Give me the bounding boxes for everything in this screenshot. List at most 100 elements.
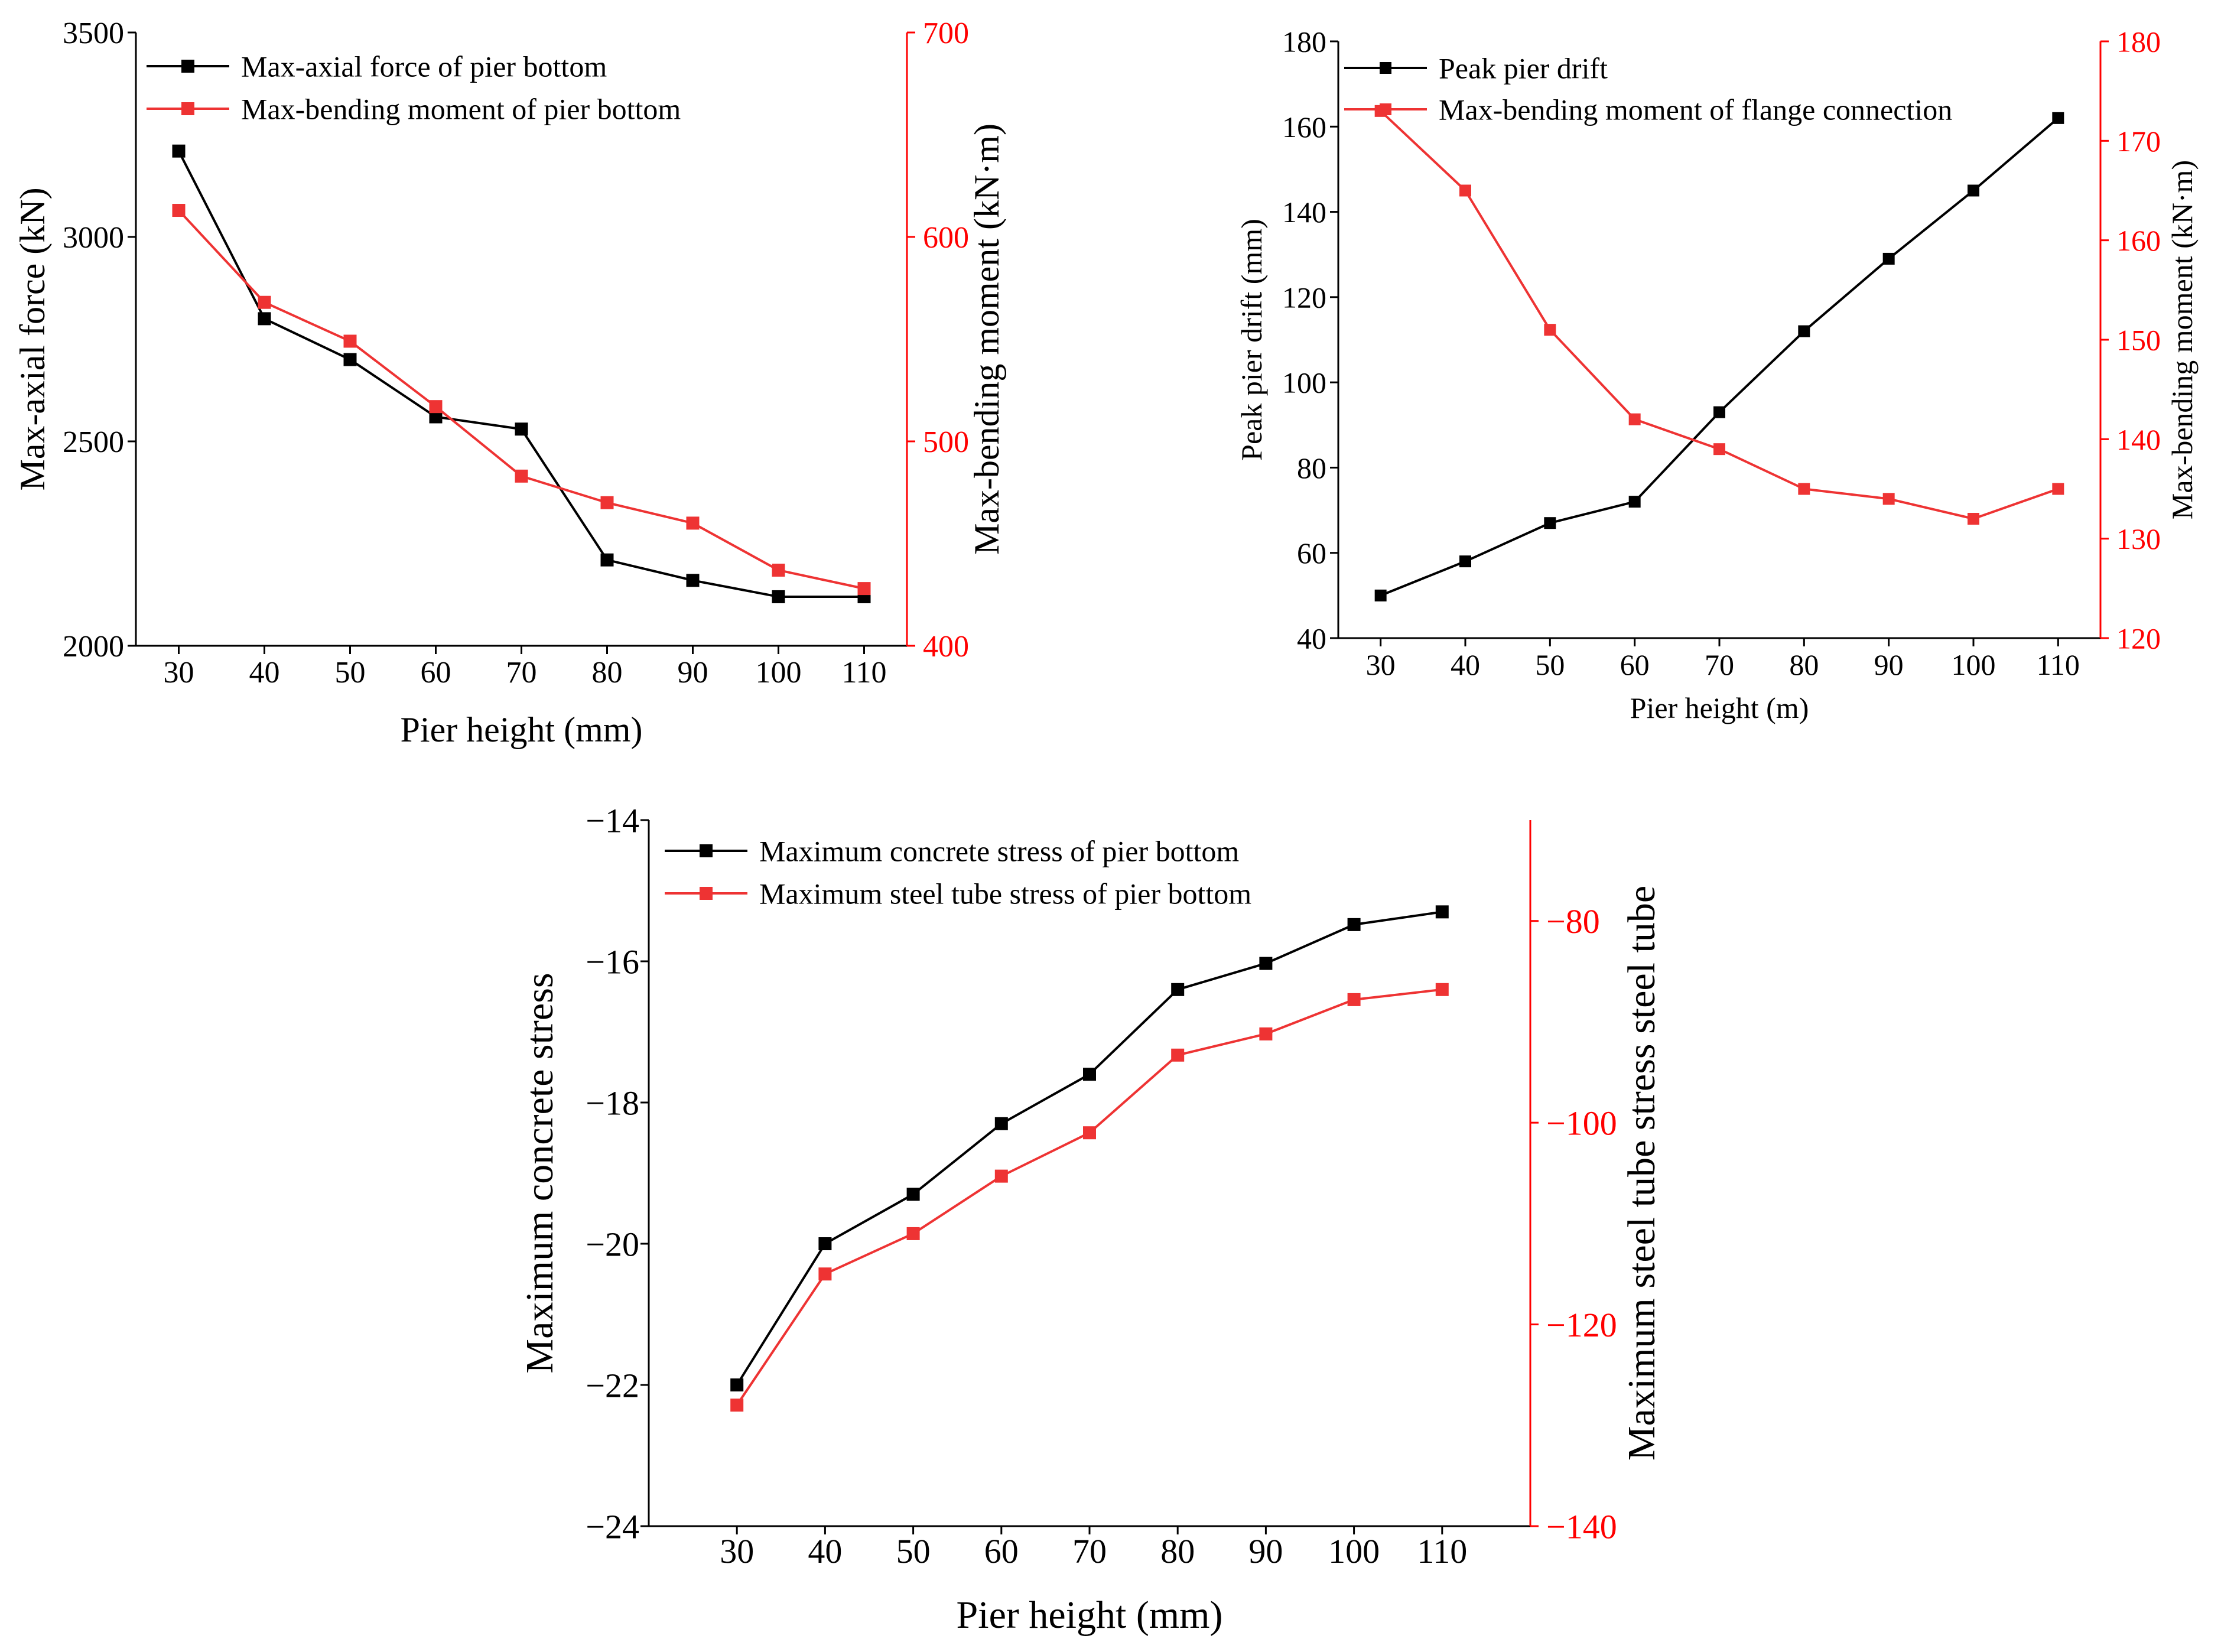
- x-tick-label: 80: [1160, 1532, 1195, 1570]
- data-point: [1798, 483, 1810, 495]
- data-point: [600, 496, 614, 509]
- right-y-tick-label: 700: [923, 17, 969, 50]
- data-point: [1347, 918, 1361, 931]
- x-tick-label: 50: [896, 1532, 931, 1570]
- x-tick-label: 30: [164, 656, 194, 690]
- data-point: [343, 353, 357, 366]
- x-tick-label: 100: [756, 656, 802, 690]
- legend-label: Max-bending moment of flange connection: [1439, 93, 1952, 126]
- data-point: [906, 1227, 920, 1240]
- right-y-tick-label: 140: [2116, 423, 2161, 456]
- data-point: [906, 1188, 920, 1201]
- x-tick-label: 40: [249, 656, 280, 690]
- legend-swatch-marker: [1380, 103, 1391, 115]
- data-point: [1347, 993, 1361, 1006]
- left-y-tick-label: −24: [586, 1507, 639, 1546]
- right-y-tick-label: 160: [2116, 224, 2161, 257]
- x-tick-label: 70: [506, 656, 537, 690]
- data-point: [818, 1237, 832, 1250]
- x-tick-label: 100: [1328, 1532, 1380, 1570]
- legend-swatch-marker: [1380, 62, 1391, 74]
- right-y-axis-title: Max-bending moment (kN·m): [967, 123, 1006, 555]
- data-point: [2052, 483, 2064, 495]
- right-y-tick-label: 130: [2116, 522, 2161, 555]
- chart-panel-3: 30 40 50 60 70 80 90 100 110 −24 −22 −20 −18 −16 −14 −1…: [518, 801, 1663, 1637]
- left-y-tick-label: 100: [1282, 366, 1326, 399]
- right-y-tick-label: 600: [923, 221, 969, 255]
- left-y-tick-label: −20: [586, 1225, 639, 1263]
- data-point: [1435, 905, 1449, 919]
- right-y-tick-label: 400: [923, 630, 969, 664]
- right-y-axis-title: Maximum steel tube stress steel tube: [1620, 886, 1663, 1461]
- data-point: [1628, 413, 1641, 425]
- data-point: [258, 312, 271, 326]
- legend-label: Max-bending moment of pier bottom: [241, 93, 681, 126]
- data-point: [2052, 112, 2064, 124]
- left-y-tick-label: 60: [1297, 536, 1326, 570]
- left-y-tick-label: 120: [1282, 281, 1326, 314]
- left-y-tick-label: 40: [1297, 622, 1326, 655]
- data-point: [730, 1399, 744, 1412]
- left-y-tick-label: −14: [586, 801, 639, 840]
- x-tick-label: 70: [1705, 648, 1734, 681]
- data-point: [1083, 1126, 1096, 1140]
- x-tick-label: 50: [1535, 648, 1565, 681]
- x-tick-label: 40: [808, 1532, 842, 1570]
- data-point: [857, 582, 871, 596]
- data-point: [686, 574, 700, 587]
- data-point: [1628, 496, 1641, 508]
- right-y-tick-label: 120: [2116, 622, 2161, 655]
- data-point: [1083, 1068, 1096, 1081]
- data-point: [429, 410, 443, 424]
- data-point: [1435, 983, 1449, 996]
- x-tick-label: 50: [335, 656, 366, 690]
- data-point: [1882, 493, 1895, 505]
- x-tick-label: 30: [1366, 648, 1396, 681]
- data-point: [772, 563, 785, 577]
- data-point: [1544, 517, 1556, 529]
- data-point: [429, 400, 443, 414]
- legend-label: Peak pier drift: [1439, 52, 1608, 85]
- x-axis-title: Pier height (mm): [957, 1594, 1223, 1637]
- x-tick-label: 110: [841, 656, 886, 690]
- data-point: [515, 422, 528, 436]
- x-tick-label: 110: [2037, 648, 2080, 681]
- legend-label: Maximum steel tube stress of pier bottom: [759, 877, 1251, 910]
- series-line-2: [1380, 110, 2059, 520]
- left-y-tick-label: 160: [1282, 110, 1326, 144]
- data-point: [818, 1267, 832, 1281]
- right-y-tick-label: −80: [1546, 902, 1600, 941]
- legend-swatch-marker: [700, 844, 713, 857]
- x-axis-title: Pier height (mm): [401, 710, 643, 749]
- data-point: [515, 469, 528, 483]
- left-y-axis-title: Peak pier drift (mm): [1235, 219, 1268, 461]
- data-point: [1968, 184, 1979, 197]
- data-point: [343, 334, 357, 348]
- left-y-tick-label: −18: [586, 1084, 639, 1122]
- data-point: [1713, 443, 1725, 456]
- series-line-2: [736, 988, 1443, 1406]
- right-y-tick-label: −100: [1546, 1104, 1617, 1142]
- x-tick-label: 90: [1874, 648, 1904, 681]
- series-line-2: [178, 209, 864, 590]
- data-point: [730, 1378, 744, 1391]
- data-point: [1459, 184, 1471, 197]
- x-tick-label: 90: [678, 656, 708, 690]
- data-point: [1171, 983, 1185, 996]
- right-y-tick-label: 150: [2116, 324, 2161, 357]
- x-axis-title: Pier height (m): [1630, 691, 1809, 724]
- right-y-axis-title: Max-bending moment (kN·m): [2165, 160, 2199, 519]
- left-y-tick-label: 2500: [63, 425, 124, 459]
- data-point: [1544, 324, 1556, 336]
- left-y-tick-label: −22: [586, 1366, 639, 1404]
- left-y-tick-label: 2000: [63, 630, 124, 664]
- x-tick-label: 110: [1417, 1532, 1467, 1570]
- data-point: [686, 516, 700, 530]
- x-tick-label: 90: [1248, 1532, 1283, 1570]
- x-tick-label: 60: [984, 1532, 1019, 1570]
- legend-label: Max-axial force of pier bottom: [241, 50, 607, 83]
- x-tick-label: 80: [592, 656, 623, 690]
- data-point: [600, 553, 614, 567]
- data-point: [1968, 513, 1979, 525]
